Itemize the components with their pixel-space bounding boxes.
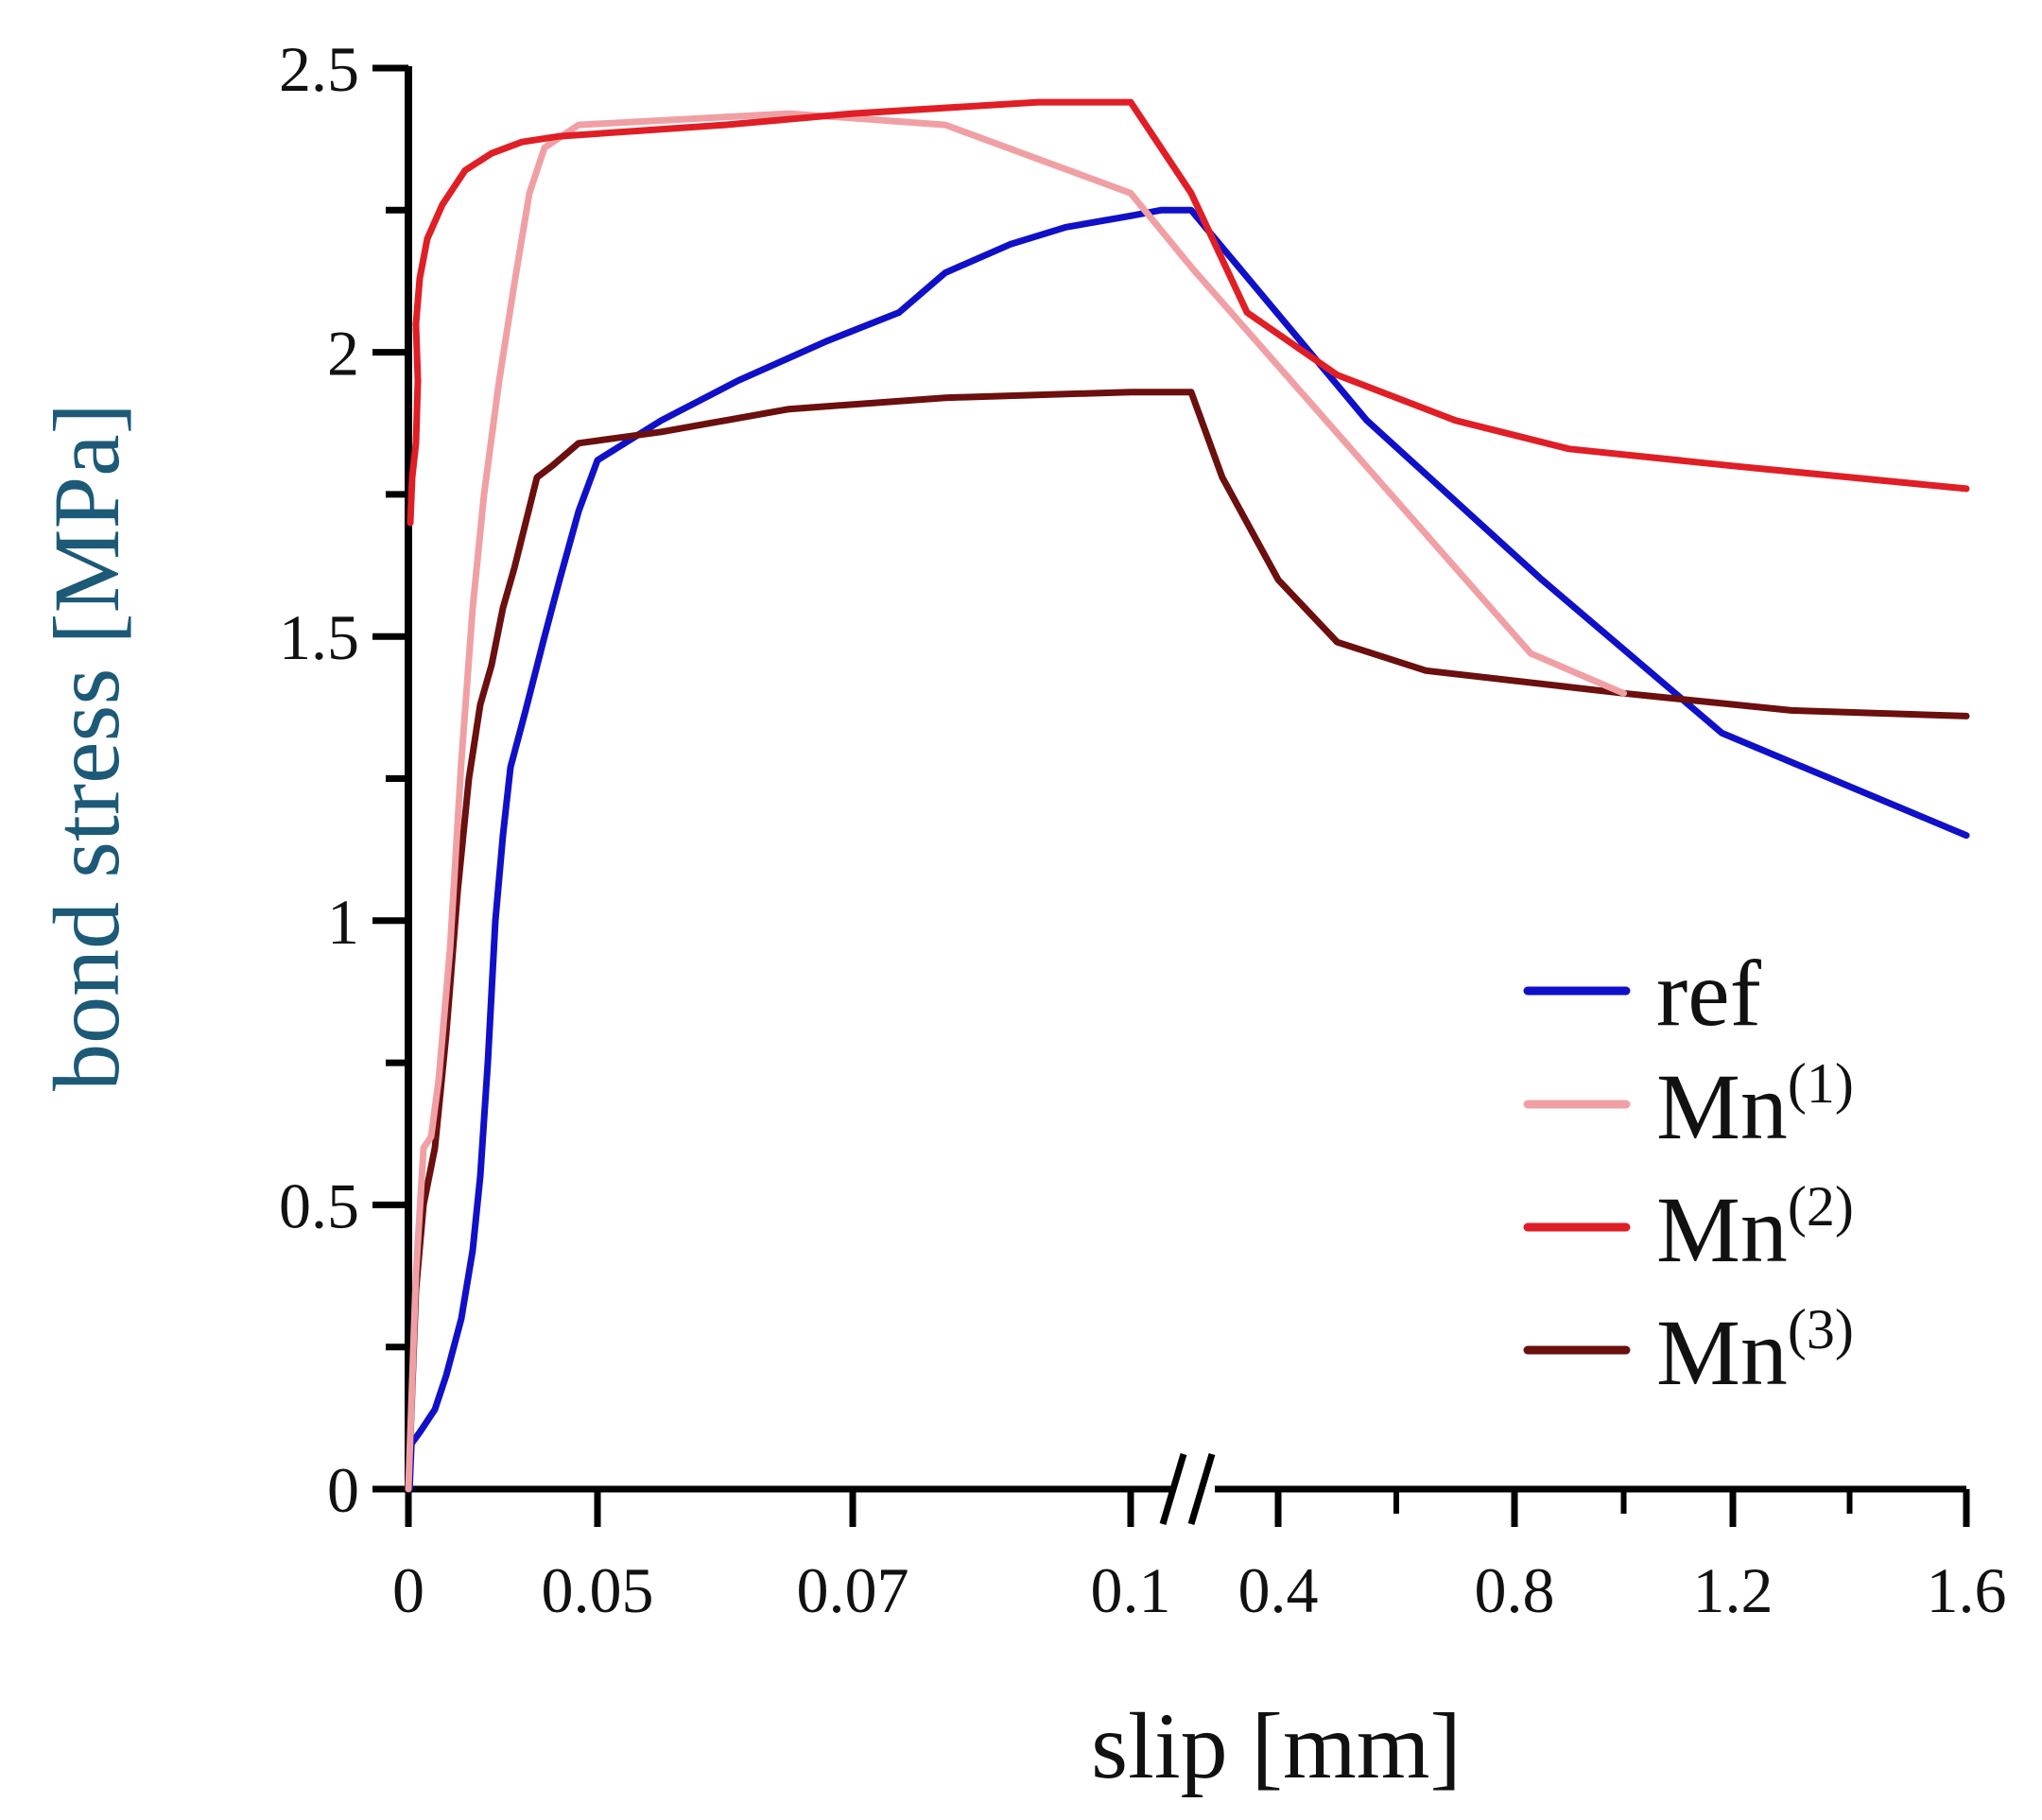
y-tick-label: 0.5 xyxy=(279,1170,359,1241)
ticks: 0 0.5 1 1.5 2 2.5 0 0.05 0.07 0.1 0.4 0.8 1.2 1.6 xyxy=(279,33,2007,1626)
series-line-mn-1 xyxy=(405,110,1627,1493)
y-tick-label: 1.5 xyxy=(279,601,359,673)
y-axis-title: bond stress [MPa] xyxy=(34,403,139,1091)
x-tick-label: 0.05 xyxy=(542,1554,654,1626)
y-tick-label: 2 xyxy=(327,318,359,390)
x-tick-label: 1.6 xyxy=(1927,1554,2007,1626)
y-tick-label: 1 xyxy=(327,886,359,958)
x-tick-label: 0.1 xyxy=(1091,1554,1171,1626)
x-tick-label: 0.8 xyxy=(1475,1554,1555,1626)
legend-label: Mn(2) xyxy=(1656,1175,1854,1282)
series-line-mn-2 xyxy=(407,98,1970,527)
x-axis-title: slip [mm] xyxy=(1091,1693,1462,1798)
x-tick-label: 0.07 xyxy=(797,1554,909,1626)
series-line-ref xyxy=(406,206,1970,1493)
x-tick-label: 0.4 xyxy=(1238,1554,1319,1626)
series-lines xyxy=(405,98,1970,1493)
legend-label: ref xyxy=(1656,941,1762,1046)
x-tick-label: 0 xyxy=(392,1554,424,1626)
x-tick-label: 1.2 xyxy=(1693,1554,1774,1626)
legend-label: Mn(3) xyxy=(1656,1298,1854,1405)
y-tick-label: 0 xyxy=(327,1454,359,1526)
x-axis-break-mark xyxy=(1159,1453,1216,1525)
y-tick-label: 2.5 xyxy=(279,33,359,105)
legend-label: Mn(1) xyxy=(1656,1052,1854,1159)
